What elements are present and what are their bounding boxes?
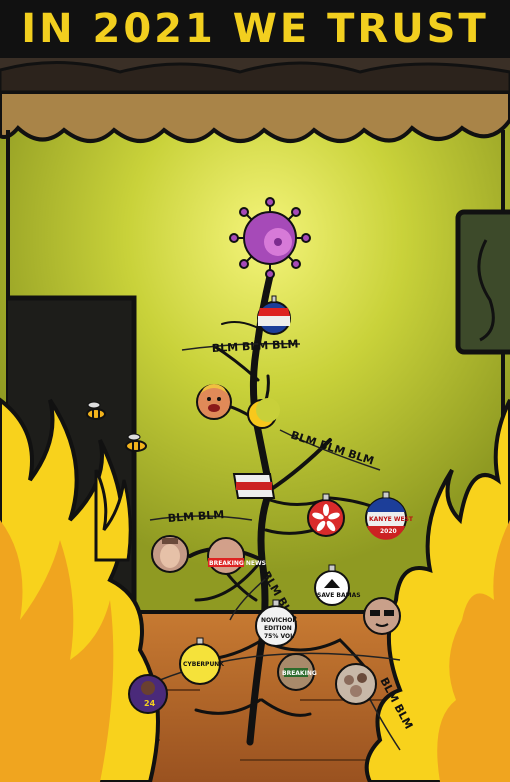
save-bamas-ornament: SAVE BAMAS [314,564,361,606]
breaking-bad-ornament: BREAKING [277,653,317,691]
fire-right-inner [437,520,510,782]
kobe-number: 24 [144,699,156,708]
cyberpunk-ornament: CYBERPUNK [179,637,224,685]
hong-kong-ornament [307,493,345,537]
kobe-ornament: 24 [128,674,168,714]
wall-picture-art [477,239,495,342]
fire-left-inner [0,520,114,782]
garland-label-top: BLM BLM BLM [211,337,298,355]
save-bamas-label: SAVE BAMAS [317,592,361,599]
breaking-news-ornament: BREAKING NEWS [207,537,266,575]
crescent-moon-ornament [247,398,280,429]
crowd-photo-ornament [335,663,377,705]
door-frame [8,295,137,612]
wasp-icon [86,401,106,420]
kanye-label: KANYE WEST [369,516,414,523]
trump-ornament [196,384,232,420]
curtain-shadow [0,61,510,94]
kanye-2020-ornament: KANYE WEST 2020 [365,491,414,540]
kanye-year: 2020 [380,528,397,535]
novichok-line3: 75% VOL [264,633,294,640]
novichok-line1: NOVICHOK [261,617,297,624]
fire-doorway [94,469,132,562]
wasp-icon [125,433,147,452]
poster-title: IN 2021 WE TRUST [0,0,510,58]
garland-label-left: BLM BLM [167,508,224,525]
novichok-ornament: NOVICHOK EDITION 75% VOL [255,599,297,647]
face-ornament [151,535,189,573]
wall-picture-frame [455,209,510,355]
cyberpunk-label: CYBERPUNK [183,661,224,668]
flag-ornament [257,295,291,335]
breaking-news-label: BREAKING NEWS [209,560,266,567]
breaking-bad-label: BREAKING [282,670,317,677]
curtain-valance [0,90,510,143]
sunglasses-face-ornament [363,597,401,635]
virus-icon [229,197,311,279]
flag-ornament-belarus [232,473,276,499]
novichok-line2: EDITION [264,625,292,632]
